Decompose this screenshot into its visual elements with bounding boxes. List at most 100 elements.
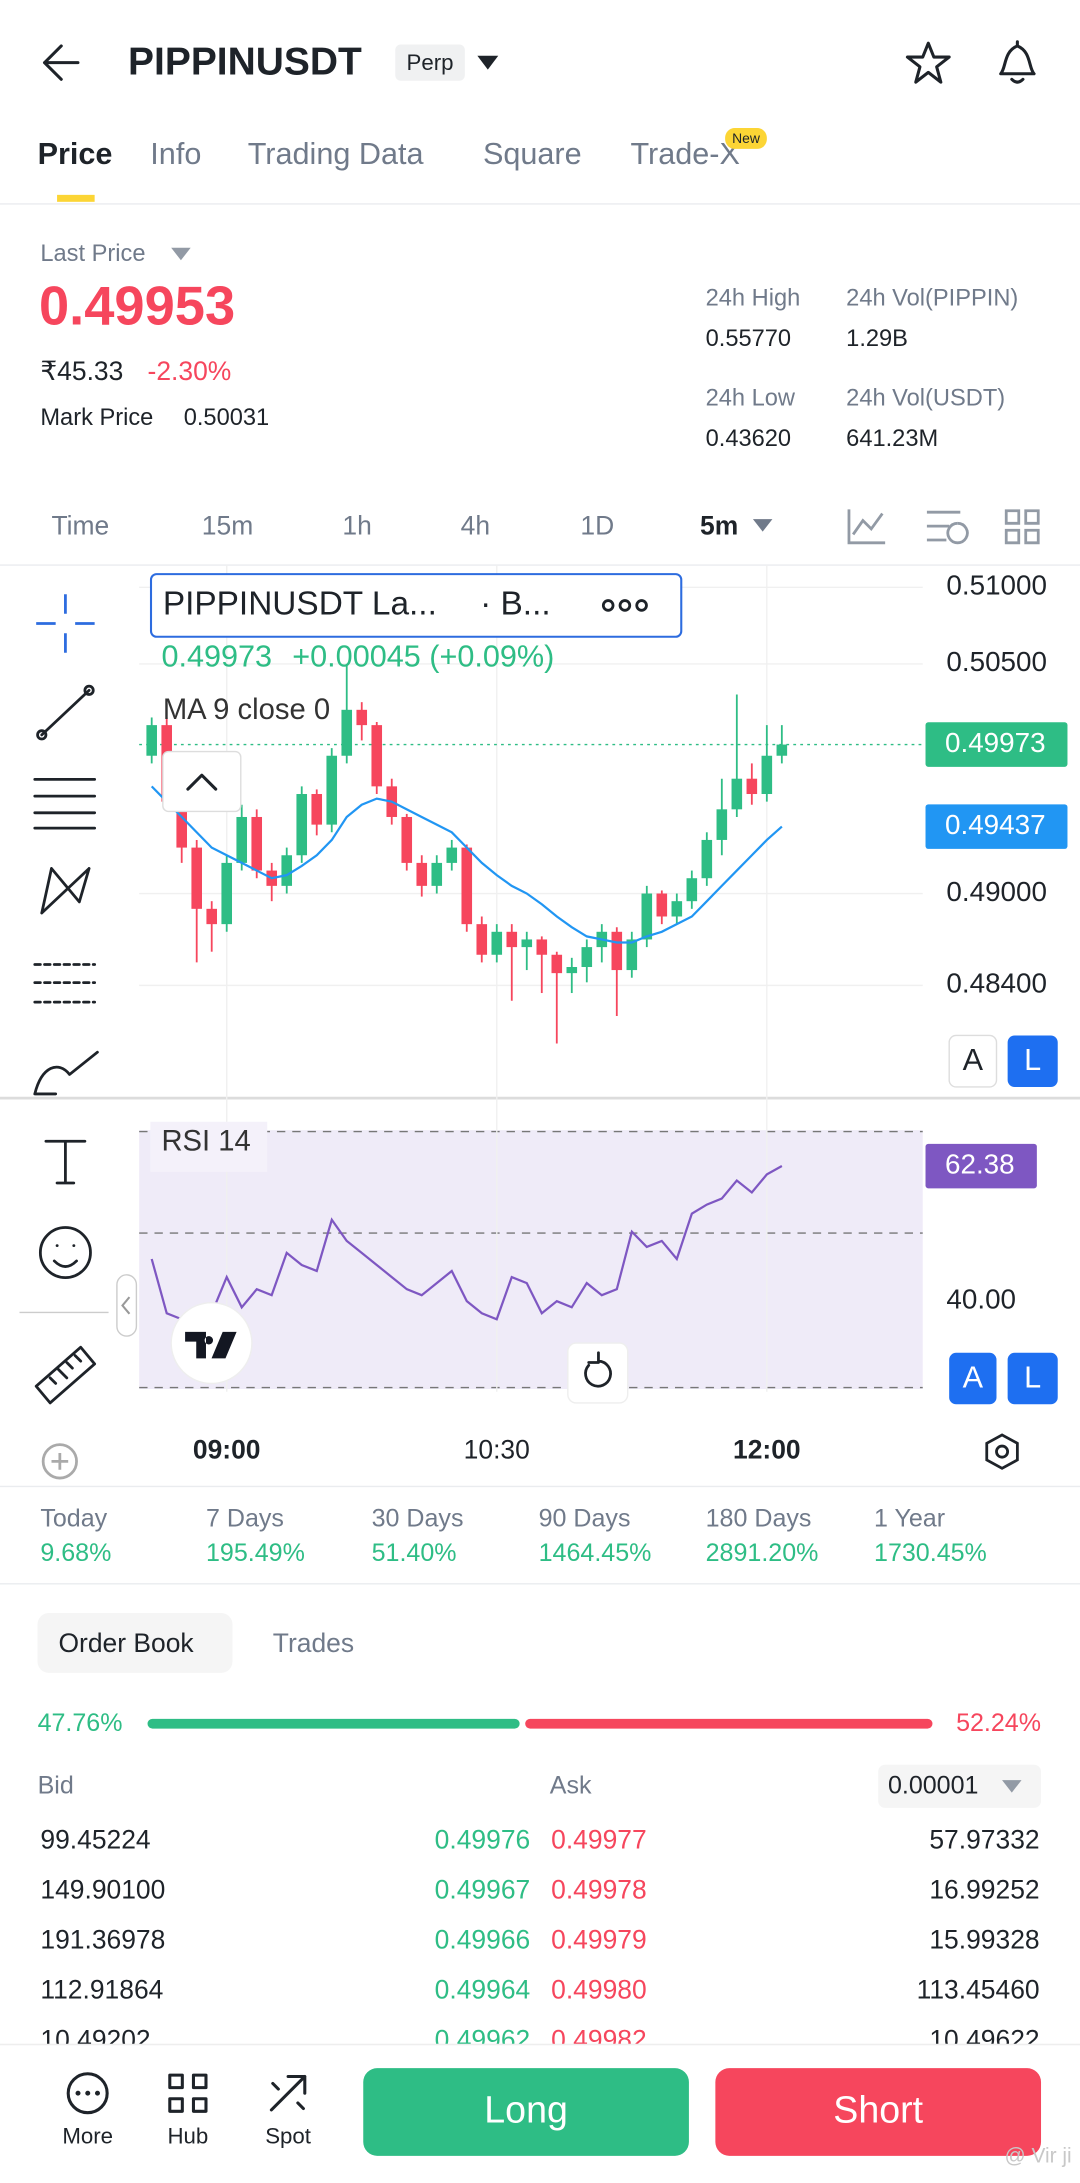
more-icon[interactable]: [66, 2072, 109, 2115]
x-tick-label: 09:00: [193, 1435, 261, 1465]
zoom-tool[interactable]: [41, 1443, 78, 1480]
candle-body: [296, 794, 308, 856]
measure-tool[interactable]: [34, 1345, 97, 1405]
ask-qty: 15.99328: [929, 1924, 1039, 1954]
candle-body: [656, 893, 668, 917]
text-tool[interactable]: [44, 1139, 87, 1185]
reset-button[interactable]: [567, 1342, 629, 1404]
auto-scale-button[interactable]: [948, 1034, 998, 1088]
candle-body: [431, 862, 443, 886]
favorite-icon[interactable]: [905, 41, 951, 84]
brush-tool[interactable]: [33, 1050, 99, 1096]
candle-body: [221, 862, 233, 925]
settings-icon[interactable]: [926, 510, 969, 545]
toolbar-handle[interactable]: [116, 1274, 138, 1337]
watermark: @ Vir ji: [1004, 2145, 1071, 2168]
badge-bg: [395, 44, 465, 81]
alert-icon[interactable]: [999, 40, 1036, 84]
hub-icon[interactable]: [168, 2073, 208, 2113]
pattern-tool[interactable]: [40, 867, 91, 915]
nav-label[interactable]: Spot: [265, 2124, 312, 2149]
legend-menu[interactable]: [601, 599, 648, 612]
candle-body: [311, 794, 323, 825]
depth-ratio: 47.76% 52.24%: [38, 1709, 1041, 1737]
period-label: 1 Year: [874, 1504, 945, 1532]
period-label: Today: [40, 1504, 107, 1532]
period-return: 51.40%: [372, 1539, 457, 1567]
last-price-tag-bg: [925, 722, 1068, 767]
symbol-title: PIPPINUSDT: [128, 40, 362, 83]
spot-icon[interactable]: [269, 2074, 307, 2112]
fib-tool[interactable]: [33, 963, 97, 1004]
fiat-price: ₹45.33: [40, 356, 123, 386]
auto-scale-button[interactable]: [949, 1352, 997, 1405]
candle-body: [566, 967, 578, 974]
tab-indicator: [57, 194, 95, 202]
trades-tab[interactable]: Trades: [273, 1628, 354, 1658]
ma-tag-bg: [925, 804, 1068, 849]
legend-title: PIPPINUSDT La...: [163, 585, 437, 622]
interval[interactable]: 15m: [202, 510, 253, 540]
tab[interactable]: Square: [483, 137, 582, 171]
long-button[interactable]: [363, 2068, 689, 2156]
tab[interactable]: Price: [38, 137, 113, 171]
symbol-dropdown[interactable]: [477, 55, 499, 70]
candle-body: [716, 809, 728, 840]
new-badge-bg: [725, 128, 767, 149]
order-book-tab[interactable]: Order Book: [58, 1628, 194, 1658]
period-return: 2891.20%: [706, 1539, 819, 1567]
candle-body: [416, 862, 428, 886]
bid-bar: [147, 1718, 520, 1729]
interval[interactable]: Time: [51, 510, 109, 540]
precision-select[interactable]: [878, 1764, 1042, 1808]
y-tick-label: 0.48400: [946, 968, 1047, 999]
nav-label[interactable]: More: [62, 2124, 113, 2149]
tab[interactable]: Trading Data: [248, 137, 425, 171]
interval[interactable]: 1D: [580, 510, 614, 540]
candle-body: [461, 847, 473, 925]
ask-qty: 16.99252: [929, 1874, 1039, 1904]
legend-source: · B...: [480, 585, 551, 622]
legend-box[interactable]: [149, 573, 683, 638]
nav-label[interactable]: Hub: [167, 2124, 208, 2149]
bid-price: 0.49964: [435, 1975, 531, 2005]
candle-body: [401, 816, 413, 863]
log-scale-label: L: [1024, 1360, 1041, 1394]
price-type[interactable]: Last Price: [40, 241, 145, 267]
layout-icon[interactable]: [1004, 509, 1040, 545]
tab-bg: [37, 1613, 233, 1673]
parallel-tool[interactable]: [33, 778, 97, 830]
ma-line: [150, 785, 783, 944]
line-tool[interactable]: [40, 688, 91, 737]
log-scale-button[interactable]: [1007, 1352, 1058, 1405]
bid-price: 0.49967: [435, 1874, 531, 1904]
price-type-dropdown[interactable]: [171, 247, 191, 261]
chart: 0.51000 0.50500 0.49000 0.48400 40.00 09:00 10…: [139, 565, 1068, 1465]
short-button[interactable]: [715, 2068, 1042, 2156]
collapse-button[interactable]: [162, 750, 242, 813]
indicator-icon[interactable]: [847, 509, 886, 545]
interval[interactable]: 1h: [342, 510, 371, 540]
tab[interactable]: Info: [150, 137, 201, 171]
emoji-tool[interactable]: [38, 1226, 92, 1280]
candle-body: [731, 778, 743, 810]
candle-body: [491, 931, 503, 955]
tv-mark: [185, 1331, 237, 1359]
stat-value: 1.29B: [846, 326, 908, 352]
interval[interactable]: 4h: [461, 510, 490, 540]
y-tick-label: 0.49000: [946, 876, 1047, 907]
back-button[interactable]: [43, 44, 80, 81]
bid-qty: 112.91864: [40, 1975, 163, 2005]
tab[interactable]: Trade-X: [630, 137, 739, 171]
chart-settings[interactable]: [985, 1433, 1019, 1470]
candle-body: [281, 855, 293, 886]
log-scale-button[interactable]: [1007, 1035, 1058, 1087]
candle-body: [551, 954, 563, 974]
interval-dropdown[interactable]: [752, 519, 773, 532]
crosshair-tool[interactable]: [36, 594, 95, 653]
candle-body: [326, 755, 338, 825]
interval-active[interactable]: 5m: [700, 510, 738, 540]
stat-label: 24h Vol(USDT): [846, 386, 1005, 412]
period-return: 1730.45%: [874, 1539, 987, 1567]
